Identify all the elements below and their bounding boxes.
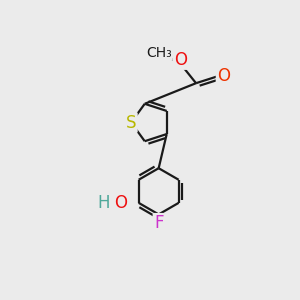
- Text: CH₃: CH₃: [146, 46, 172, 60]
- Text: O: O: [115, 194, 128, 212]
- Text: O: O: [174, 51, 187, 69]
- Text: O: O: [217, 67, 230, 85]
- Text: H: H: [97, 194, 110, 212]
- Text: S: S: [126, 113, 136, 131]
- Text: F: F: [154, 214, 164, 232]
